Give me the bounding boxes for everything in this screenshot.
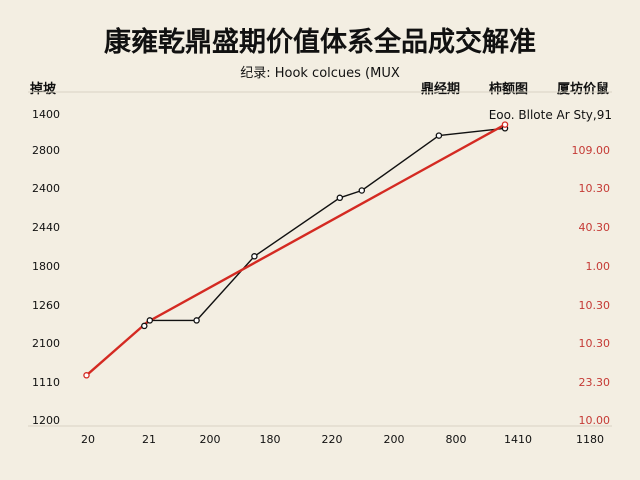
y-right-tick-label: 10.30 xyxy=(579,337,611,350)
y-left-tick-label: 1400 xyxy=(32,108,60,121)
series-line-black xyxy=(143,127,506,327)
x-tick-label: 220 xyxy=(322,433,343,446)
x-tick-label: 20 xyxy=(81,433,95,446)
y-right-tick-label: 10.30 xyxy=(579,299,611,312)
x-tick-label: 1410 xyxy=(504,433,532,446)
y-right-tick-label: 10.00 xyxy=(579,414,611,427)
y-left-tick-label: 2100 xyxy=(32,337,60,350)
data-point-black xyxy=(435,132,443,139)
data-point-black xyxy=(336,194,344,202)
y-left-tick-label: 1800 xyxy=(32,260,60,273)
right-header-3: 厦坊价鼠 xyxy=(557,82,610,97)
right-header-2: 柿额图 xyxy=(489,82,529,97)
chart-title: 康雍乾鼎盛期价值体系全品成交解准 xyxy=(104,27,536,58)
y-left-tick-label: 2800 xyxy=(32,144,60,157)
data-point-black xyxy=(141,322,148,330)
y-left-tick-label: 2400 xyxy=(32,182,60,195)
right-header-1: 鼎经期 xyxy=(421,82,461,97)
legend: Eoo. Bllote Ar Sty,91 xyxy=(488,108,612,122)
y-right-tick-label: 1.00 xyxy=(586,260,611,273)
y-right-tick-label: 40.30 xyxy=(579,221,611,234)
data-point-black xyxy=(358,187,366,194)
y-right-tick-label: 10.30 xyxy=(579,182,611,195)
x-tick-label: 180 xyxy=(260,433,281,446)
left-axis-header: 掉坡 xyxy=(30,82,57,97)
chart-subtitle: 纪录: Hook colcues (MUX xyxy=(240,66,400,81)
y-left-tick-label: 1260 xyxy=(32,299,60,312)
x-tick-label: 800 xyxy=(446,433,467,446)
series-line-red xyxy=(85,123,506,377)
data-point-red xyxy=(83,372,90,379)
y-right-tick-label: 23.30 xyxy=(579,376,611,389)
x-tick-label: 200 xyxy=(200,433,221,446)
data-point-red xyxy=(501,121,509,128)
y-left-tick-label: 1110 xyxy=(32,376,60,389)
x-tick-label: 1180 xyxy=(576,433,604,446)
data-point-black xyxy=(251,253,258,260)
y-left-tick-label: 1200 xyxy=(32,414,60,427)
x-tick-label: 200 xyxy=(384,433,405,446)
data-point-black xyxy=(146,317,154,324)
data-point-black xyxy=(193,317,200,324)
y-left-tick-label: 2440 xyxy=(32,221,60,234)
y-right-tick-label: 109.00 xyxy=(572,144,611,157)
x-tick-label: 21 xyxy=(142,433,156,446)
